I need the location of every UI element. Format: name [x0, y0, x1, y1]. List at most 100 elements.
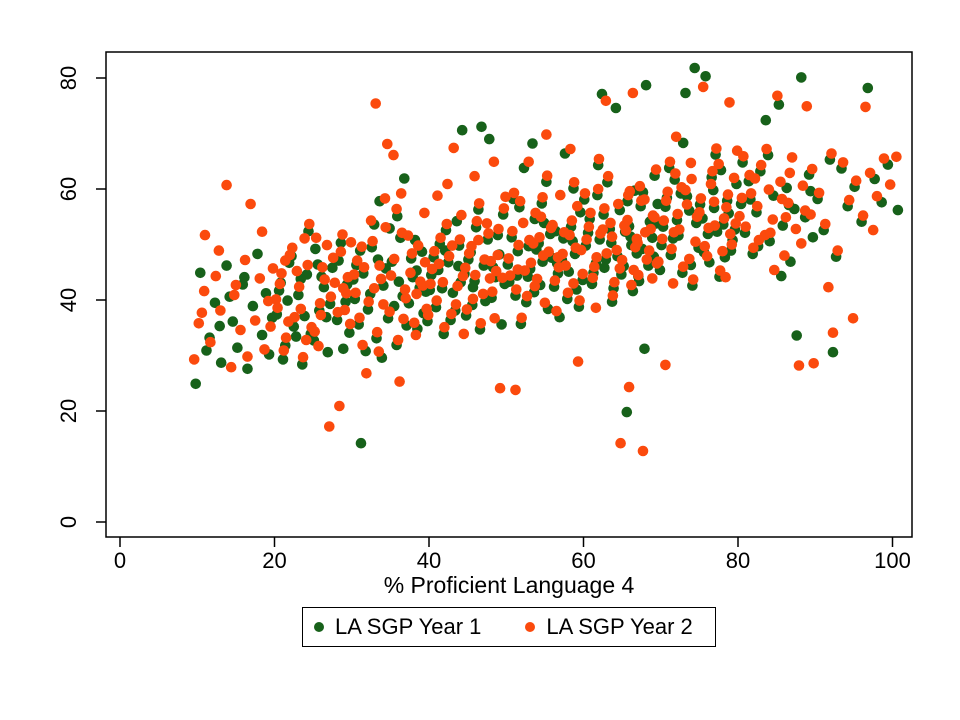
data-point-series2 — [878, 153, 890, 164]
data-point-series2 — [382, 138, 393, 150]
data-point-series2 — [605, 217, 616, 229]
data-point-series2 — [634, 180, 646, 192]
data-point-series2 — [860, 101, 871, 113]
data-point-series2 — [857, 210, 869, 221]
data-point-series2 — [302, 259, 314, 271]
data-point-series2 — [361, 368, 372, 379]
data-point-series2 — [541, 170, 553, 181]
data-point-series1 — [195, 267, 206, 279]
data-point-series1 — [227, 316, 239, 327]
data-point-series2 — [402, 230, 414, 241]
data-point-series2 — [626, 279, 637, 291]
data-point-series2 — [823, 281, 834, 293]
data-point-series2 — [555, 189, 566, 201]
data-point-series1 — [640, 79, 652, 91]
data-point-series2 — [553, 262, 565, 273]
data-point-series2 — [695, 193, 707, 204]
data-point-series2 — [591, 251, 602, 263]
data-point-series2 — [460, 262, 471, 274]
data-point-series2 — [510, 384, 521, 396]
data-point-series2 — [365, 215, 377, 226]
data-point-series2 — [490, 265, 502, 277]
data-point-series2 — [832, 245, 843, 256]
data-points-layer — [188, 62, 904, 457]
data-point-series1 — [773, 99, 785, 110]
data-point-series2 — [593, 153, 605, 165]
data-point-series2 — [350, 287, 361, 299]
data-point-series2 — [254, 273, 266, 284]
data-point-series2 — [493, 223, 504, 235]
data-point-series1 — [484, 133, 495, 145]
data-point-series2 — [738, 151, 749, 162]
data-point-series2 — [329, 277, 341, 289]
data-point-series2 — [235, 324, 246, 336]
data-point-series2 — [392, 334, 404, 346]
data-point-series2 — [337, 229, 348, 240]
data-point-series2 — [411, 288, 422, 300]
data-point-series2 — [210, 270, 222, 282]
data-point-series2 — [650, 164, 662, 175]
data-point-series2 — [552, 251, 564, 263]
data-point-series1 — [805, 185, 816, 197]
data-point-series2 — [498, 203, 510, 214]
data-point-series2 — [483, 228, 494, 239]
data-point-series1 — [277, 354, 289, 365]
data-point-series2 — [229, 289, 240, 301]
data-point-series2 — [473, 198, 485, 209]
data-point-series1 — [322, 346, 334, 358]
data-point-series2 — [198, 285, 210, 297]
data-point-series2 — [643, 245, 655, 256]
data-point-series2 — [801, 101, 813, 112]
data-point-series1 — [201, 345, 212, 356]
data-point-series2 — [461, 304, 473, 315]
data-point-series2 — [657, 233, 668, 245]
data-point-series1 — [456, 124, 468, 136]
x-tick-label: 80 — [726, 548, 750, 573]
data-point-series2 — [356, 241, 368, 252]
data-point-series2 — [884, 179, 896, 190]
data-point-series1 — [476, 121, 487, 133]
data-point-series1 — [215, 357, 227, 369]
data-point-series2 — [623, 381, 635, 393]
data-point-series2 — [599, 203, 610, 214]
data-point-series2 — [583, 221, 595, 232]
data-point-series2 — [398, 313, 409, 325]
data-point-series2 — [409, 317, 420, 329]
legend-entry-year2: LA SGP Year 2 — [525, 614, 693, 640]
data-point-series1 — [242, 363, 253, 375]
data-point-series2 — [713, 158, 724, 170]
data-point-series2 — [601, 248, 612, 259]
data-point-series2 — [487, 286, 498, 298]
data-point-series2 — [630, 242, 641, 253]
data-point-series1 — [599, 262, 610, 274]
data-point-series2 — [319, 274, 331, 285]
data-point-series2 — [568, 278, 579, 289]
data-point-series1 — [700, 71, 711, 82]
data-point-series1 — [252, 248, 263, 260]
data-point-series2 — [589, 261, 600, 273]
data-point-series2 — [435, 232, 446, 244]
data-point-series2 — [797, 180, 809, 191]
year1-marker-icon — [314, 622, 324, 632]
data-point-series2 — [813, 187, 825, 199]
data-point-series2 — [450, 299, 462, 310]
data-point-series2 — [433, 258, 445, 270]
x-tick-label: 60 — [571, 548, 595, 573]
data-point-series2 — [378, 299, 389, 310]
data-point-series2 — [267, 263, 279, 274]
data-point-series2 — [761, 143, 772, 155]
data-point-series1 — [399, 173, 410, 184]
data-point-series2 — [707, 165, 718, 177]
data-point-series2 — [504, 270, 516, 281]
data-point-series2 — [441, 218, 453, 230]
data-point-series2 — [568, 177, 580, 188]
data-point-series2 — [388, 253, 400, 265]
data-point-series2 — [410, 329, 422, 341]
data-point-series2 — [419, 257, 431, 268]
data-point-series2 — [489, 313, 501, 324]
data-point-series2 — [367, 235, 378, 247]
data-point-series1 — [777, 220, 789, 231]
data-point-series2 — [600, 95, 612, 107]
data-point-series1 — [340, 296, 351, 308]
data-point-series1 — [293, 289, 304, 301]
